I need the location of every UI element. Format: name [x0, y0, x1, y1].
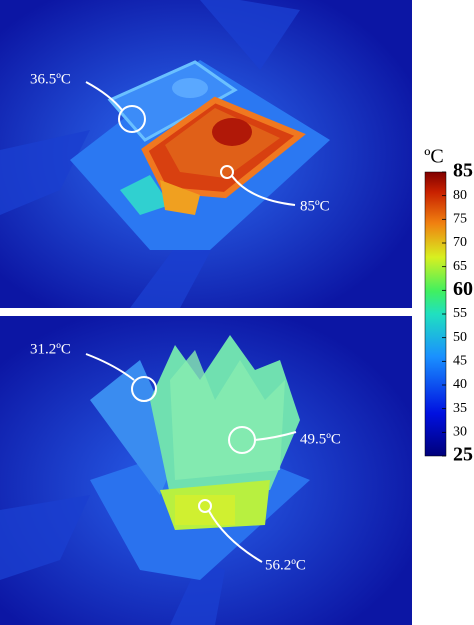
temperature-label: 85ºC — [300, 198, 330, 214]
colorbar-tick-label: 40 — [453, 377, 467, 392]
temperature-label: 36.5ºC — [30, 71, 71, 87]
colorbar-tick-label: 65 — [453, 259, 467, 274]
colorbar-tick-label: 75 — [453, 212, 467, 227]
annotations: 36.5ºC 85ºC 31.2ºC 49.5ºC 56.2ºC — [30, 71, 341, 573]
thermal-image-top — [0, 0, 412, 308]
colorbar: ºC 85 80 75 70 65 60 55 50 45 40 35 30 25 — [424, 146, 473, 466]
colorbar-tick-label: 30 — [453, 425, 467, 440]
temperature-label: 49.5ºC — [300, 431, 341, 447]
colorbar-tick-label: 25 — [453, 444, 473, 466]
colorbar-tick-label: 60 — [453, 278, 473, 300]
colorbar-tick-label: 85 — [453, 160, 473, 182]
thermal-image-bottom — [0, 316, 412, 625]
leader-line — [85, 81, 123, 111]
colorbar-tick-label: 70 — [453, 235, 467, 250]
leader-line — [231, 175, 296, 206]
measure-point — [228, 426, 256, 454]
colorbar-tick-label: 35 — [453, 401, 467, 416]
temperature-label: 31.2ºC — [30, 341, 71, 357]
measure-point — [131, 376, 157, 402]
measure-point — [118, 105, 146, 133]
colorbar-tick-label: 80 — [453, 188, 467, 203]
measure-point — [198, 499, 212, 513]
leader-line — [85, 353, 135, 381]
colorbar-tick-label: 55 — [453, 306, 467, 321]
leader-line — [208, 510, 263, 563]
measure-point — [220, 165, 234, 179]
temperature-label: 56.2ºC — [265, 557, 306, 573]
colorbar-tick-label: 50 — [453, 330, 467, 345]
leader-line — [254, 431, 297, 441]
colorbar-unit: ºC — [424, 146, 444, 168]
colorbar-tick-label: 45 — [453, 354, 467, 369]
